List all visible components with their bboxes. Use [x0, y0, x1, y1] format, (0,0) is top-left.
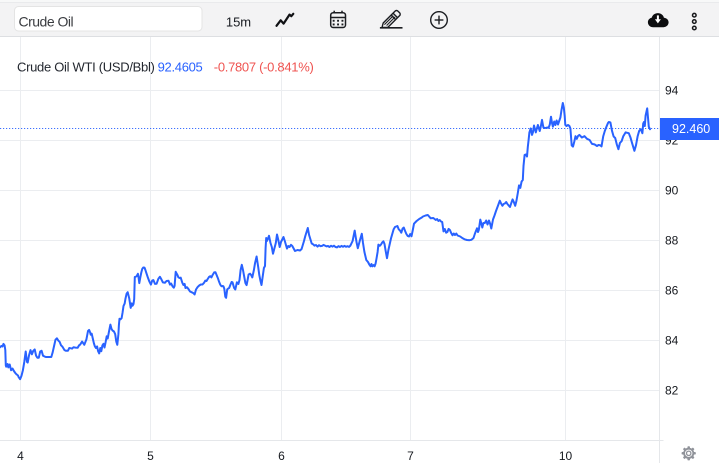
svg-text:86: 86	[665, 284, 679, 298]
svg-text:92.460: 92.460	[672, 122, 710, 136]
svg-text:15m: 15m	[226, 14, 251, 29]
svg-text:5: 5	[147, 449, 154, 463]
svg-text:94: 94	[665, 84, 679, 98]
svg-text:90: 90	[665, 184, 679, 198]
svg-text:Crude Oil WTI (USD/Bbl): Crude Oil WTI (USD/Bbl)	[17, 60, 155, 75]
svg-text:4: 4	[17, 449, 24, 463]
svg-text:10: 10	[559, 449, 573, 463]
svg-text:82: 82	[665, 384, 679, 398]
svg-text:7: 7	[407, 449, 414, 463]
svg-text:88: 88	[665, 234, 679, 248]
svg-text:92.4605: 92.4605	[158, 60, 203, 75]
svg-text:-0.7807 (-0.841%): -0.7807 (-0.841%)	[214, 60, 314, 75]
svg-text:84: 84	[665, 334, 679, 348]
svg-text:6: 6	[278, 449, 285, 463]
svg-text:Crude Oil: Crude Oil	[19, 14, 74, 30]
